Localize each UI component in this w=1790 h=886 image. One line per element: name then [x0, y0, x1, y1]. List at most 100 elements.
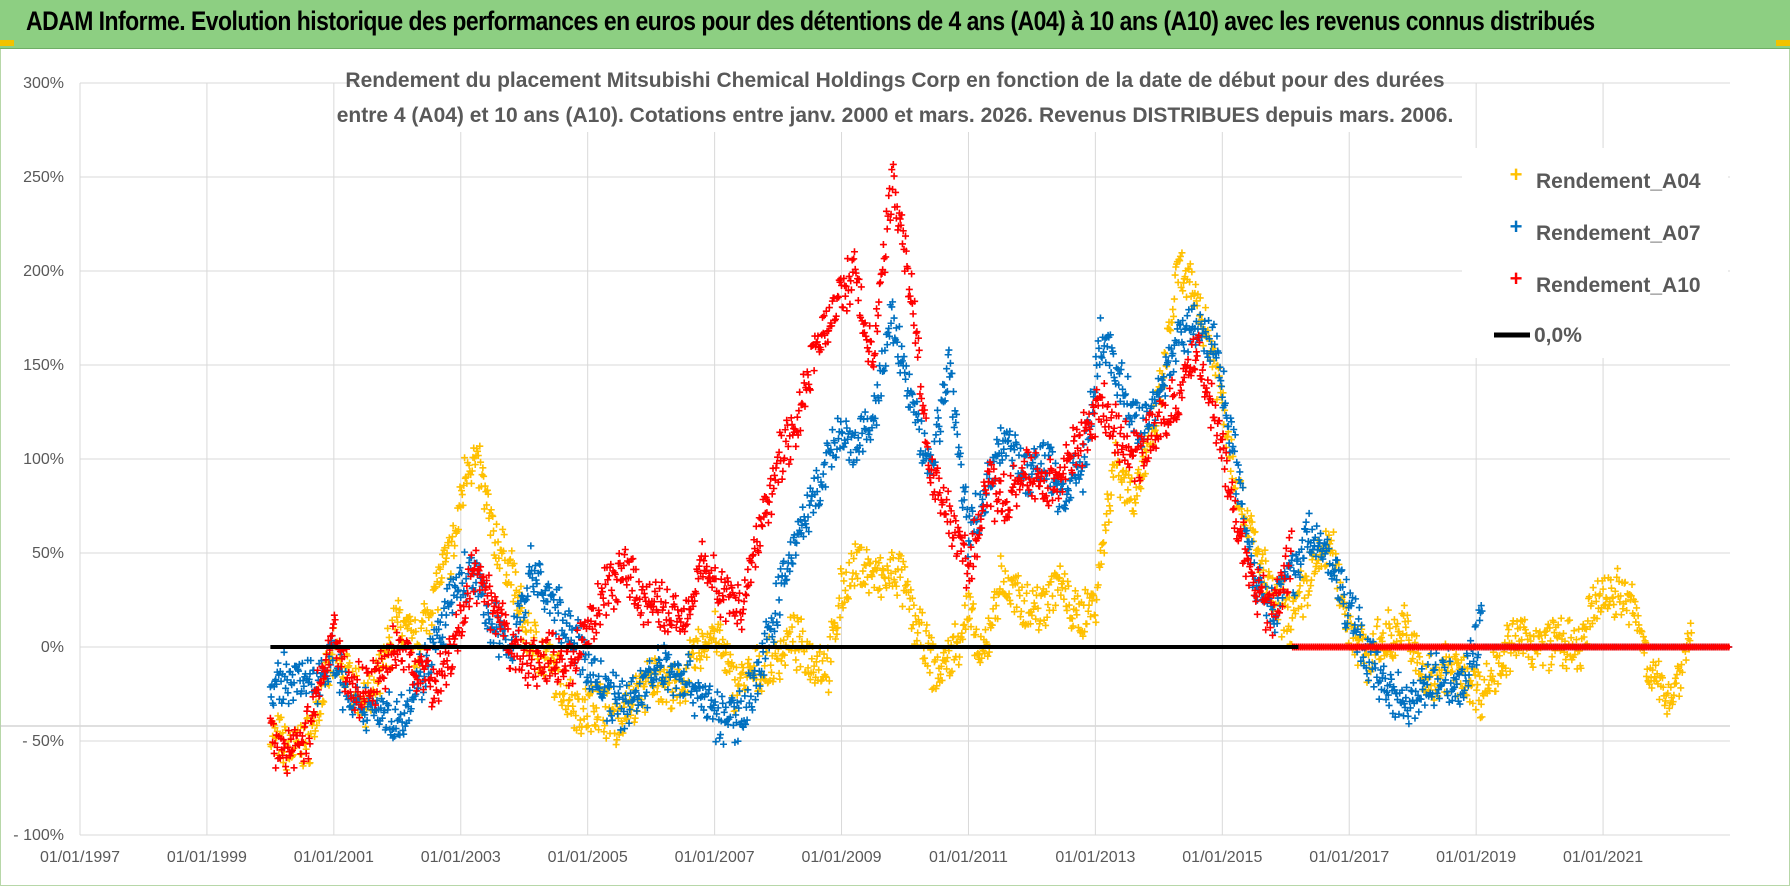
point-a10	[1138, 449, 1146, 457]
point-a10	[956, 533, 964, 541]
point-a04	[827, 658, 835, 666]
point-a10	[1072, 461, 1080, 469]
point-a04	[662, 698, 670, 706]
point-a10	[710, 551, 718, 559]
point-a04	[489, 512, 497, 520]
point-a04	[1170, 295, 1178, 303]
point-a07	[526, 570, 534, 578]
point-a10	[1104, 400, 1112, 408]
point-a04	[507, 581, 515, 589]
point-a04	[552, 690, 560, 698]
point-a07	[363, 716, 371, 724]
point-a04	[522, 628, 530, 636]
point-a10	[817, 346, 825, 354]
point-a10	[700, 557, 708, 565]
point-a10	[442, 681, 450, 689]
point-a07	[871, 414, 879, 422]
point-a10	[646, 580, 654, 588]
point-a04	[1202, 304, 1210, 312]
point-a04	[493, 520, 501, 528]
point-a10	[1105, 423, 1113, 431]
point-a07	[509, 656, 517, 664]
point-a10	[708, 583, 716, 591]
x-tick-label: 01/01/2015	[1182, 849, 1262, 866]
point-a04	[905, 605, 913, 613]
point-a04	[1567, 634, 1575, 642]
point-a07	[589, 671, 597, 679]
point-a10	[1062, 441, 1070, 449]
point-a07	[1162, 353, 1170, 361]
point-a04	[907, 586, 915, 594]
point-a07	[520, 613, 528, 621]
point-a10	[359, 663, 367, 671]
point-a07	[1338, 566, 1346, 574]
point-a07	[803, 524, 811, 532]
point-a07	[657, 662, 665, 670]
point-a07	[880, 367, 888, 375]
point-a07	[1294, 555, 1302, 563]
point-a10	[774, 478, 782, 486]
point-a10	[691, 597, 699, 605]
point-a10	[992, 490, 1000, 498]
point-a04	[566, 696, 574, 704]
point-a04	[320, 698, 328, 706]
point-a04	[1625, 621, 1633, 629]
point-a07	[729, 696, 737, 704]
point-a07	[935, 422, 943, 430]
point-a07	[881, 346, 889, 354]
point-a10	[355, 658, 363, 666]
point-a10	[1157, 433, 1165, 441]
point-a10	[977, 515, 985, 523]
point-a07	[440, 604, 448, 612]
point-a10	[484, 600, 492, 608]
point-a07	[1002, 452, 1010, 460]
point-a07	[1218, 382, 1226, 390]
point-a10	[400, 666, 408, 674]
point-a10	[1230, 524, 1238, 532]
point-a04	[438, 550, 446, 558]
point-a07	[1298, 536, 1306, 544]
point-a10	[349, 680, 357, 688]
point-a04	[1561, 637, 1569, 645]
point-a04	[1034, 604, 1042, 612]
point-a04	[1634, 612, 1642, 620]
point-a10	[596, 621, 604, 629]
point-a07	[902, 375, 910, 383]
point-a10	[537, 669, 545, 677]
y-axis-ticks: 300%250%200%150%100%50%0%- 50%- 100%	[13, 75, 64, 844]
point-a10	[908, 270, 916, 278]
point-a10	[756, 542, 764, 550]
point-a04	[1506, 667, 1514, 675]
point-a10	[1216, 446, 1224, 454]
point-a07	[1417, 695, 1425, 703]
point-a07	[359, 717, 367, 725]
point-a07	[484, 609, 492, 617]
point-a04	[510, 560, 518, 568]
point-a10	[1220, 444, 1228, 452]
point-a10	[285, 727, 293, 735]
point-a07	[940, 381, 948, 389]
point-a04	[1648, 684, 1656, 692]
point-a07	[965, 537, 973, 545]
point-a10	[1116, 430, 1124, 438]
point-a07	[761, 655, 769, 663]
point-a04	[1248, 518, 1256, 526]
point-a10	[1114, 448, 1122, 456]
point-a07	[828, 463, 836, 471]
point-a04	[944, 637, 952, 645]
point-a10	[1270, 601, 1278, 609]
point-a07	[1395, 710, 1403, 718]
point-a07	[1433, 689, 1441, 697]
point-a04	[1476, 672, 1484, 680]
point-a04	[1599, 585, 1607, 593]
point-a04	[1670, 691, 1678, 699]
point-a10	[317, 679, 325, 687]
point-a10	[873, 327, 881, 335]
point-a10	[272, 764, 280, 772]
x-tick-label: 01/01/2009	[801, 849, 881, 866]
point-a04	[1379, 629, 1387, 637]
point-a07	[719, 699, 727, 707]
point-a10	[332, 638, 340, 646]
point-a04	[1399, 630, 1407, 638]
point-a07	[1319, 555, 1327, 563]
